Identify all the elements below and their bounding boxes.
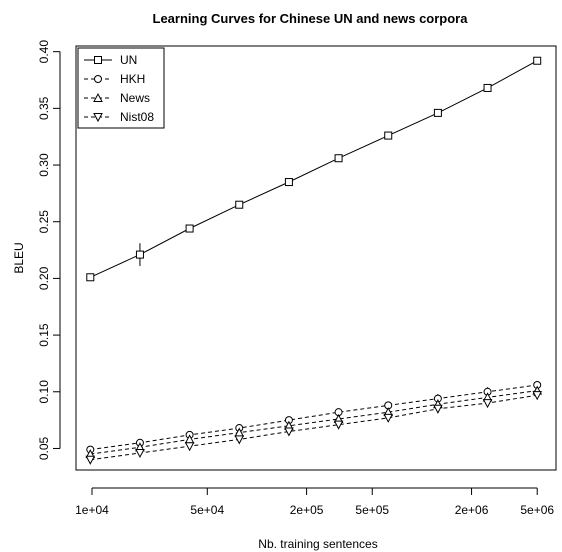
triangle-up-marker bbox=[93, 92, 103, 102]
legend-item-un: UN bbox=[84, 53, 137, 67]
y-tick-label: 0.15 bbox=[37, 323, 51, 347]
series-news bbox=[85, 385, 543, 459]
square-marker bbox=[235, 200, 244, 209]
series-un bbox=[86, 56, 542, 282]
series-line bbox=[90, 60, 538, 278]
circle-marker bbox=[94, 75, 102, 83]
y-tick-label: 0.10 bbox=[37, 380, 51, 404]
square-marker bbox=[135, 250, 144, 259]
y-tick-label: 0.35 bbox=[37, 96, 51, 120]
triangle-down-marker bbox=[532, 391, 543, 401]
triangle-down-marker bbox=[184, 442, 195, 452]
triangle-down-marker bbox=[93, 113, 103, 123]
triangle-down-marker bbox=[234, 435, 245, 445]
series-nist08 bbox=[85, 391, 543, 465]
series-hkh bbox=[86, 380, 542, 454]
legend-item-hkh: HKH bbox=[84, 72, 145, 86]
x-axis-label: Nb. training sentences bbox=[258, 537, 377, 551]
triangle-down-marker bbox=[433, 404, 443, 414]
triangle-down-marker bbox=[135, 448, 145, 459]
series-line bbox=[90, 384, 538, 451]
y-tick-label: 0.20 bbox=[37, 266, 51, 290]
y-tick-label: 0.05 bbox=[37, 436, 51, 460]
square-marker bbox=[185, 224, 194, 233]
square-marker bbox=[384, 131, 393, 140]
square-marker bbox=[433, 108, 442, 117]
square-marker bbox=[284, 178, 293, 187]
square-marker bbox=[483, 83, 492, 92]
square-marker bbox=[94, 56, 102, 64]
series-line bbox=[90, 394, 538, 461]
x-tick-label: 2e+05 bbox=[290, 503, 324, 517]
series-layer bbox=[85, 56, 543, 465]
x-tick-label: 5e+05 bbox=[355, 503, 389, 517]
square-marker bbox=[334, 154, 343, 163]
series-line bbox=[90, 390, 538, 455]
x-tick-label: 2e+06 bbox=[455, 503, 489, 517]
legend-item-nist08: Nist08 bbox=[84, 110, 154, 124]
legend-box bbox=[77, 47, 165, 129]
chart-title: Learning Curves for Chinese UN and news … bbox=[153, 11, 469, 26]
y-tick-label: 0.30 bbox=[37, 153, 51, 177]
legend-label: News bbox=[120, 91, 150, 105]
y-axis-label: BLEU bbox=[12, 242, 26, 273]
x-tick-label: 5e+06 bbox=[520, 503, 554, 517]
y-tick-label: 0.40 bbox=[37, 40, 51, 64]
legend-label: UN bbox=[120, 53, 137, 67]
triangle-down-marker bbox=[333, 420, 344, 430]
legend-label: HKH bbox=[120, 72, 145, 86]
x-tick-label: 5e+04 bbox=[190, 503, 224, 517]
square-marker bbox=[533, 56, 542, 65]
triangle-down-marker bbox=[482, 399, 493, 409]
square-marker bbox=[86, 273, 95, 282]
x-axis: 1e+04 5e+04 2e+05 5e+05 2e+06 5e+06 bbox=[75, 487, 554, 517]
legend-label: Nist08 bbox=[120, 110, 154, 124]
triangle-down-marker bbox=[284, 427, 294, 437]
legend: UN HKH News Nist08 bbox=[77, 47, 165, 129]
plot-frame bbox=[75, 45, 557, 471]
triangle-down-marker bbox=[85, 455, 96, 465]
legend-item-news: News bbox=[84, 91, 150, 105]
x-tick-label: 1e+04 bbox=[75, 503, 109, 517]
triangle-down-marker bbox=[383, 413, 394, 423]
y-axis: 0.05 0.10 0.15 0.20 0.25 0.30 0.35 0.40 bbox=[37, 40, 61, 460]
y-tick-label: 0.25 bbox=[37, 210, 51, 234]
